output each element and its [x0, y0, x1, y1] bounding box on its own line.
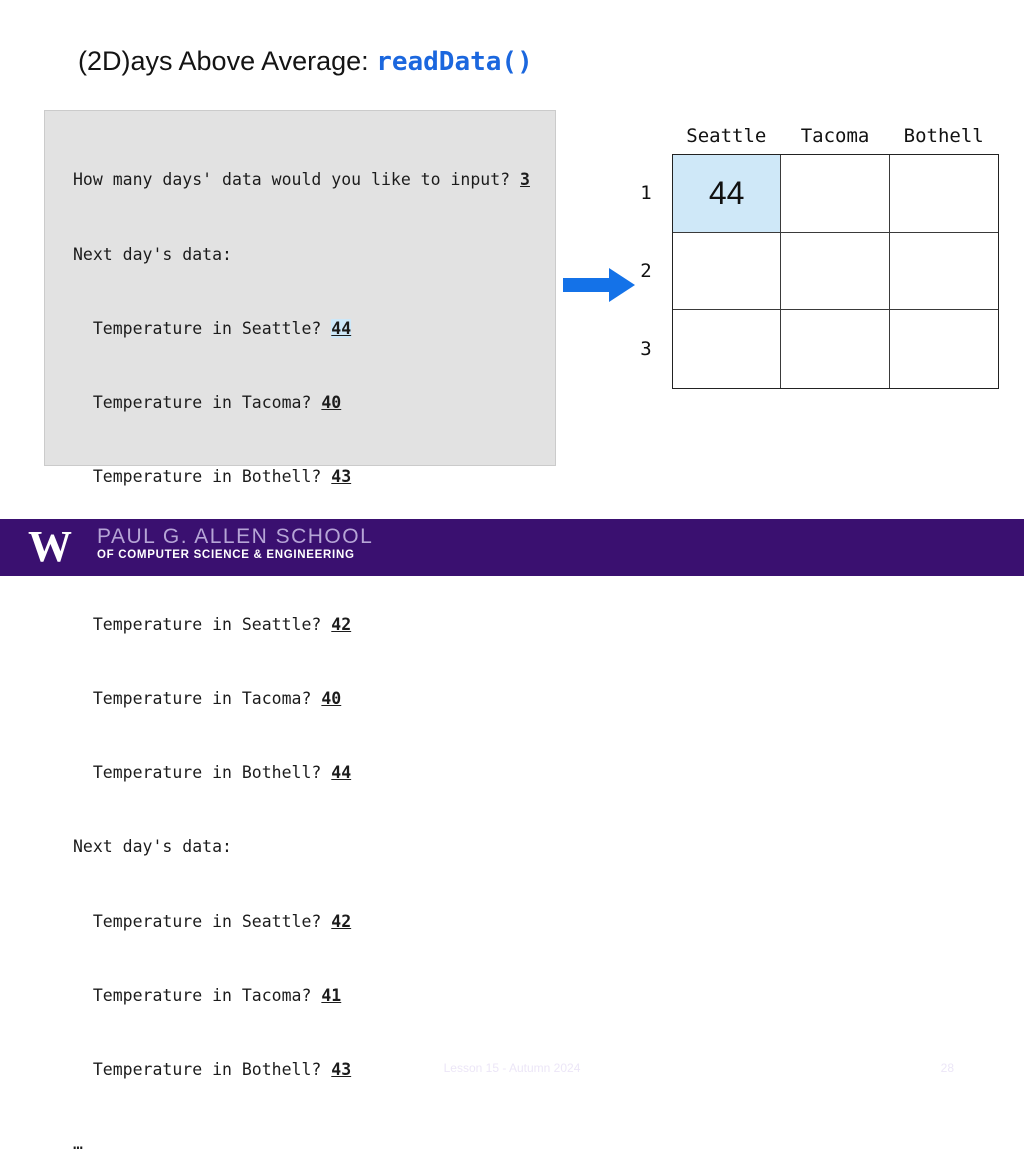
console-line: Temperature in Seattle? 44	[73, 317, 555, 342]
console-input-value: 42	[331, 911, 352, 931]
table-cell-highlighted: 44	[673, 155, 782, 233]
row-label-3: 3	[640, 338, 652, 360]
title-code-text: readData()	[376, 47, 533, 77]
console-input-value: 43	[331, 466, 352, 486]
slide: (2D)ays Above Average: readData() How ma…	[0, 46, 1024, 1152]
console-line: How many days' data would you like to in…	[73, 168, 555, 193]
page-number: 28	[940, 1061, 954, 1075]
console-line: Next day's data:	[73, 243, 555, 268]
column-header-tacoma: Tacoma	[800, 125, 870, 147]
page-title: (2D)ays Above Average: readData()	[78, 46, 533, 77]
table-cell	[781, 155, 890, 233]
console-input-value: 42	[331, 615, 352, 635]
console-text: Temperature in Tacoma?	[73, 392, 322, 412]
console-line: Temperature in Bothell? 43	[73, 465, 555, 490]
school-name-line1: PAUL G. ALLEN SCHOOL	[97, 525, 374, 548]
table-cell	[781, 310, 890, 388]
console-line: Temperature in Tacoma? 40	[73, 687, 555, 712]
console-text: Temperature in Tacoma?	[73, 689, 322, 709]
console-text: Temperature in Seattle?	[73, 318, 332, 338]
table-cell	[673, 232, 782, 311]
console-text: Temperature in Seattle?	[73, 911, 332, 931]
console-output: How many days' data would you like to in…	[44, 110, 556, 1152]
row-label-2: 2	[640, 260, 652, 282]
console-text: Temperature in Bothell?	[73, 763, 332, 783]
console-text: Temperature in Seattle?	[73, 615, 332, 635]
console-line: Temperature in Tacoma? 41	[73, 984, 555, 1009]
table-cell	[889, 232, 998, 311]
console-text: Temperature in Tacoma?	[73, 985, 322, 1005]
footer-bar: W PAUL G. ALLEN SCHOOL OF COMPUTER SCIEN…	[0, 519, 1024, 1075]
column-header-bothell: Bothell	[903, 125, 984, 147]
table-cell	[781, 232, 890, 311]
uw-logo: W	[28, 522, 72, 571]
console-text: Next day's data:	[73, 244, 232, 264]
row-label-1: 1	[640, 182, 652, 204]
console-text: How many days' data would you like to in…	[73, 170, 521, 190]
school-name-block: PAUL G. ALLEN SCHOOL OF COMPUTER SCIENCE…	[97, 526, 373, 562]
table-cell	[673, 310, 782, 388]
console-input-value: 44	[331, 763, 352, 783]
console-line: Temperature in Bothell? 44	[73, 761, 555, 786]
column-header-seattle: Seattle	[686, 125, 767, 147]
console-input-value: 40	[321, 392, 342, 412]
console-input-value-highlighted: 44	[331, 318, 352, 338]
console-input-value: 3	[520, 170, 530, 190]
title-text: (2D)ays Above Average:	[78, 46, 377, 76]
temperature-table: 44	[672, 154, 999, 389]
school-name-line2: OF COMPUTER SCIENCE & ENGINEERING	[97, 549, 355, 561]
console-text: …	[73, 1133, 83, 1152]
console-input-value: 40	[321, 689, 342, 709]
console-line: Next day's data:	[73, 835, 555, 860]
console-line: Temperature in Tacoma? 40	[73, 391, 555, 416]
table-cell	[889, 310, 998, 388]
table-row-labels: 1 2 3	[630, 154, 662, 388]
console-text: Temperature in Bothell?	[73, 466, 332, 486]
console-line: …	[73, 1132, 555, 1152]
console-line: Temperature in Seattle? 42	[73, 613, 555, 638]
console-text: Next day's data:	[73, 837, 232, 857]
arrow-right-icon	[563, 268, 635, 302]
lesson-label: Lesson 15 - Autumn 2024	[443, 1061, 581, 1075]
table-column-headers: Seattle Tacoma Bothell	[672, 125, 998, 147]
console-input-value: 41	[321, 985, 342, 1005]
console-line: Temperature in Seattle? 42	[73, 910, 555, 935]
table-cell	[889, 155, 998, 233]
